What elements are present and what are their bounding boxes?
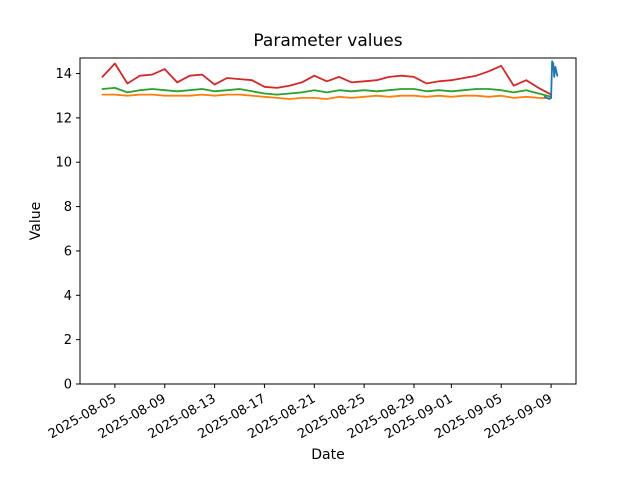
red-series-line xyxy=(101,62,552,96)
blue-series-line xyxy=(543,60,559,100)
y-tick-label: 2 xyxy=(64,333,72,348)
y-tick-label: 12 xyxy=(55,111,72,126)
y-tick-label: 0 xyxy=(64,378,72,393)
green-series-line xyxy=(101,87,552,98)
y-axis-label: Value xyxy=(28,201,44,241)
y-tick-label: 8 xyxy=(64,200,72,215)
y-tick-label: 4 xyxy=(64,289,72,304)
y-tick-label: 10 xyxy=(55,156,72,171)
chart-title: Parameter values xyxy=(253,31,403,51)
orange-series-line xyxy=(101,93,552,100)
y-tick-label: 14 xyxy=(55,67,72,82)
axes-frame xyxy=(79,57,577,385)
y-tick-label: 6 xyxy=(64,244,72,259)
x-axis-label: Date xyxy=(311,447,345,463)
